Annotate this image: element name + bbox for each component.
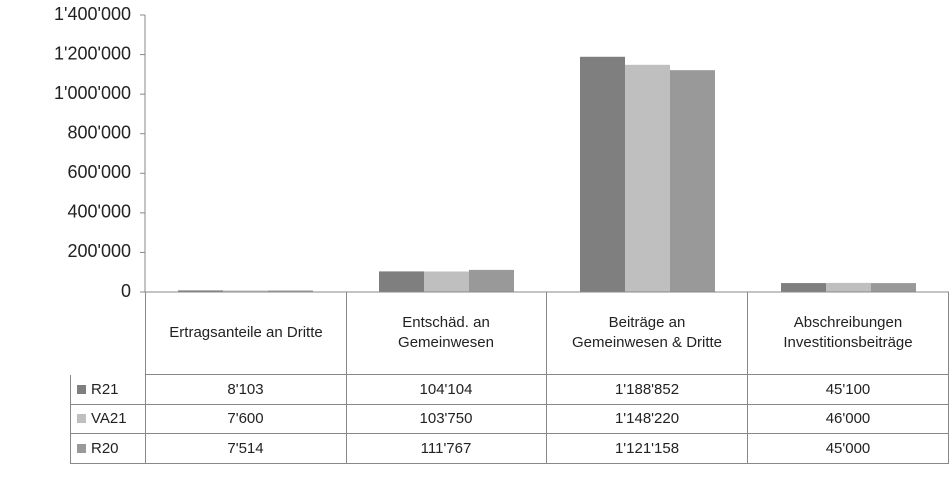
value-cell: 7'514 [145,434,347,464]
bar [580,56,625,292]
legend-swatch [77,414,86,424]
value-cell: 1'188'852 [547,375,748,405]
value-cell: 7'600 [145,404,347,434]
cell-text: 103'750 [419,410,473,428]
category-cell: Beiträge an Gemeinwesen & Dritte [547,292,748,375]
bar [826,282,871,292]
bar [871,283,916,292]
value-cell: 46'000 [748,404,949,434]
bar [469,269,514,292]
cell-text: Ertragsanteile an Dritte [169,324,323,341]
cell-text: 7'514 [227,439,264,457]
cell-text: 8'103 [227,380,264,398]
legend-swatch [77,384,86,394]
bar [178,290,223,292]
y-tick-label: 1'000'000 [54,83,131,103]
cell-text: R21 [91,380,119,398]
bar [223,290,268,292]
cell-text: Beiträge an Gemeinwesen & Dritte [571,314,723,351]
value-cell: 1'148'220 [547,404,748,434]
bar [625,64,670,293]
legend-swatch [77,443,86,453]
legend-entry: R20 [70,434,146,464]
y-tick-label: 400'000 [67,202,131,222]
cell-text: R20 [91,439,119,457]
value-cell: 103'750 [346,404,547,434]
cell-text: Abschreibungen Investitionsbeiträge [783,314,913,351]
y-tick-label: 600'000 [67,162,131,182]
value-cell: 45'000 [748,434,949,464]
y-tick-label: 200'000 [67,241,131,261]
legend-entry: VA21 [70,404,146,434]
y-tick-label: 800'000 [67,122,131,142]
bar [268,290,313,292]
cell-text: 111'767 [420,439,472,457]
value-cell: 8'103 [145,375,347,405]
cell-text: 1'148'220 [614,410,680,428]
category-cell: Ertragsanteile an Dritte [145,292,347,375]
y-tick-label: 0 [121,281,131,301]
cell-text: 1'121'158 [614,439,680,457]
bar [781,283,826,292]
cell-text: 1'188'852 [614,380,680,398]
cell-text: VA21 [91,410,127,428]
cell-text: 104'104 [419,380,473,398]
value-cell: 104'104 [346,375,547,405]
cell-text: 45'000 [825,439,871,457]
y-tick-label: 1'400'000 [54,4,131,24]
bar [379,271,424,292]
y-tick-label: 1'200'000 [54,43,131,63]
cell-text: 46'000 [825,410,871,428]
value-cell: 1'121'158 [547,434,748,464]
cell-text: 45'100 [825,380,871,398]
legend-entry: R21 [70,375,146,405]
category-cell: Abschreibungen Investitionsbeiträge [748,292,949,375]
cell-text: Entschäd. an Gemeinwesen [398,314,494,351]
category-cell: Entschäd. an Gemeinwesen [346,292,547,375]
cell-text: 7'600 [227,410,264,428]
value-cell: 45'100 [748,375,949,405]
bar [424,271,469,292]
bar [670,70,715,292]
value-cell: 111'767 [346,434,547,464]
